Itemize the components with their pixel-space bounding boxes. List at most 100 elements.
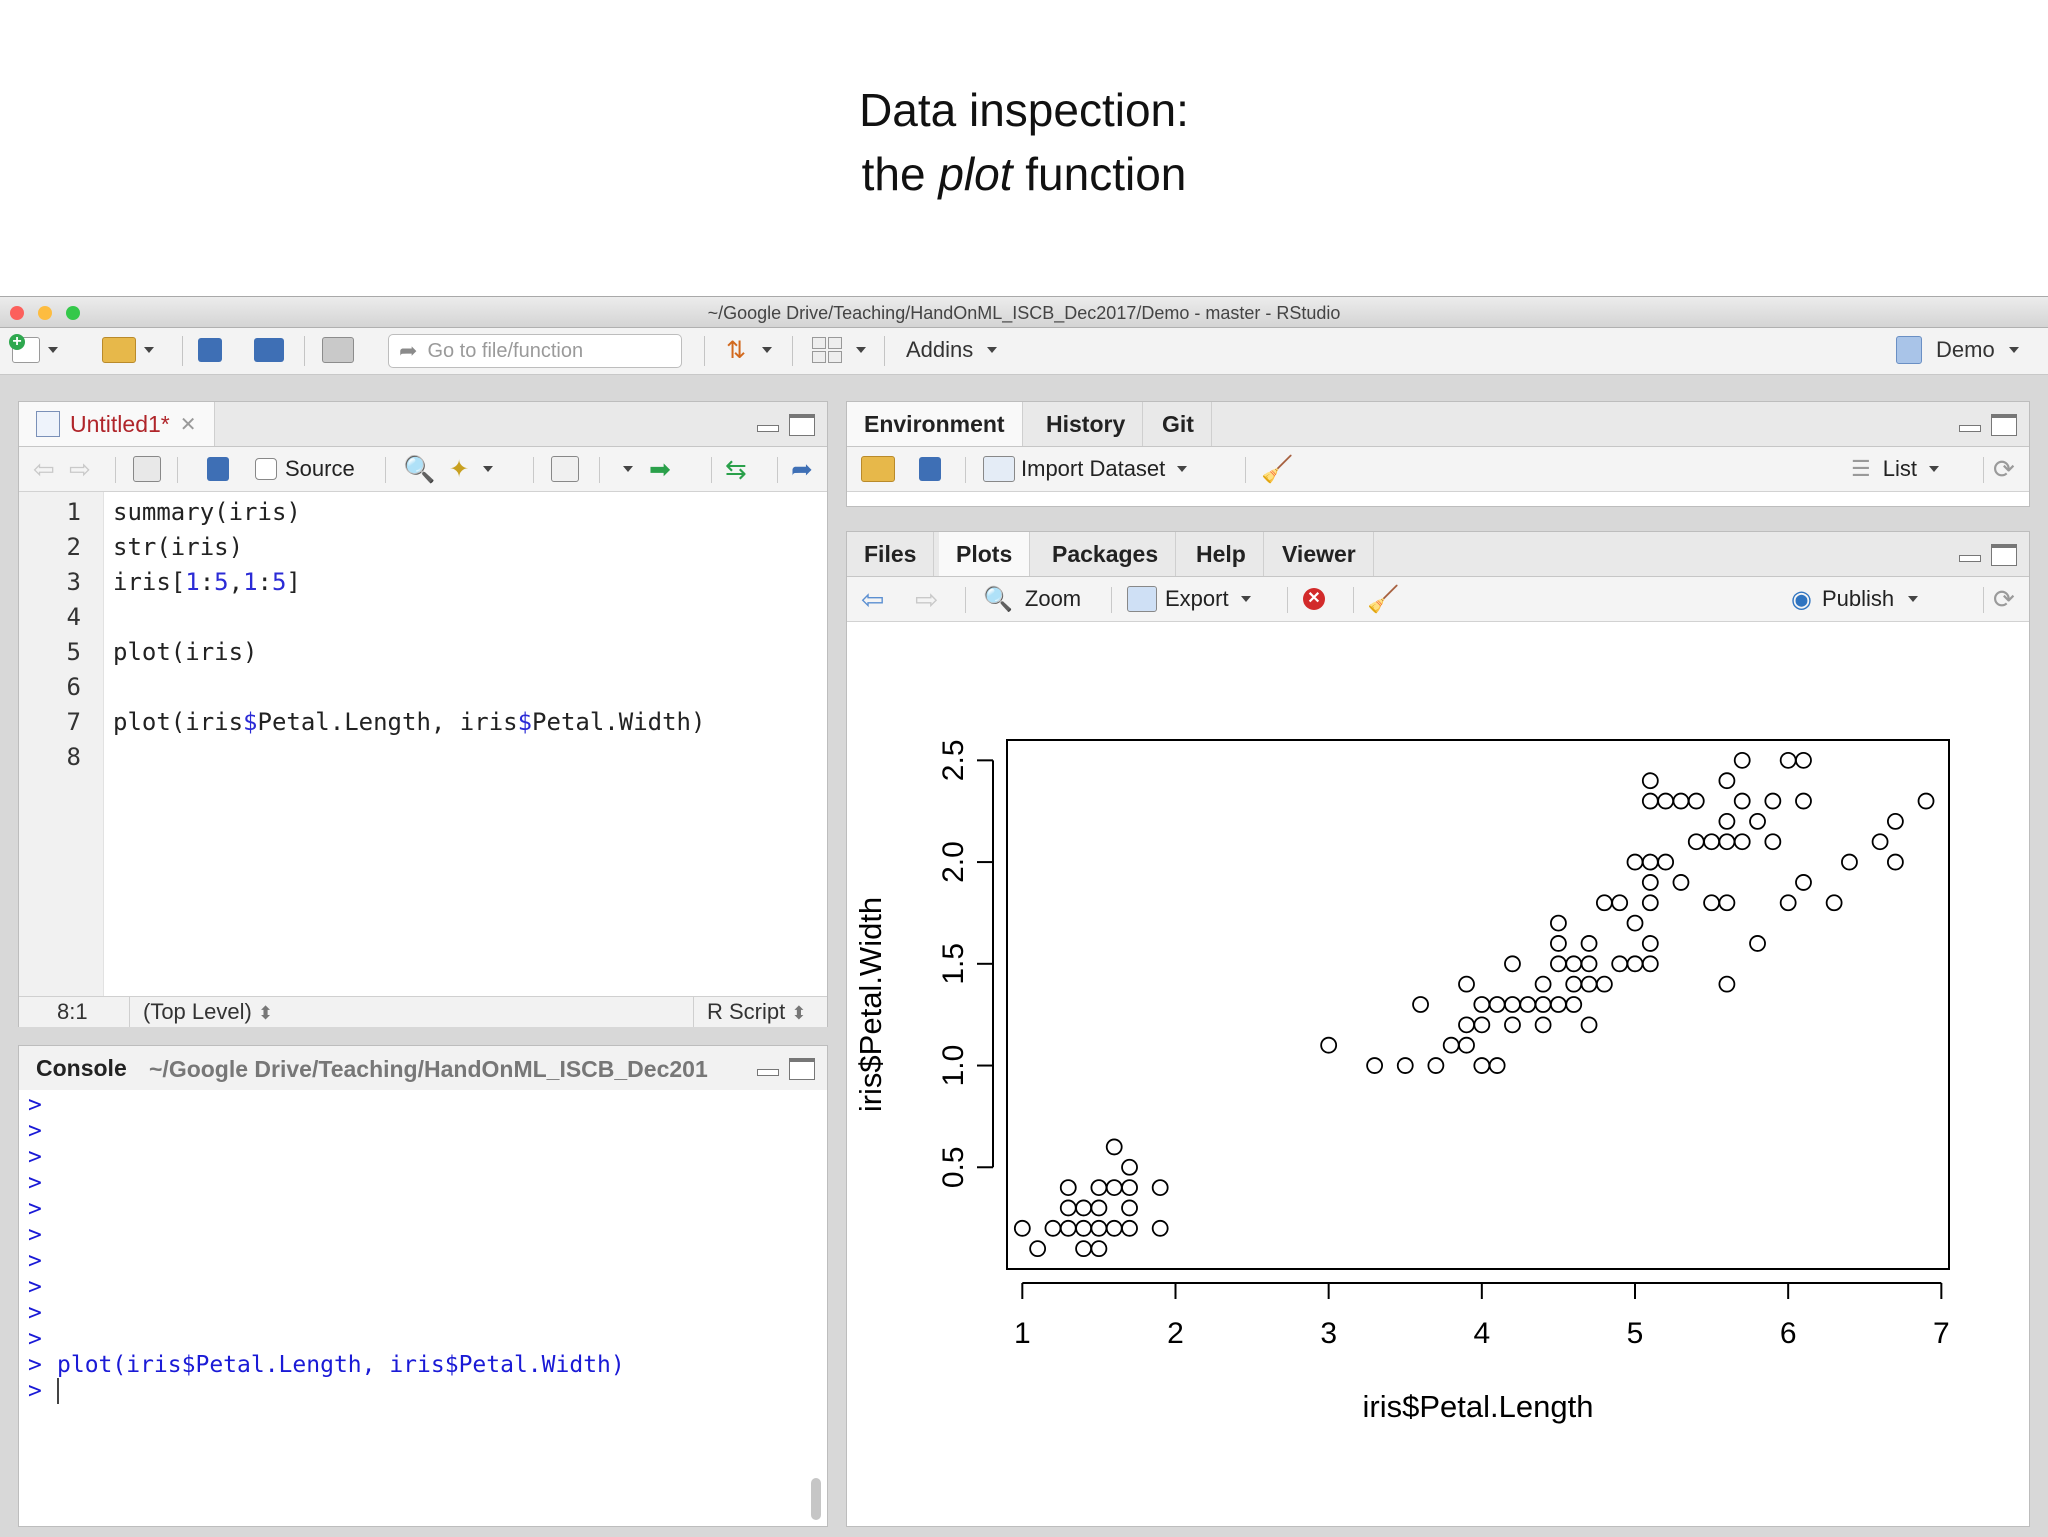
publish-menu[interactable]: ◉ Publish <box>1791 585 1919 613</box>
line-number: 8 <box>66 743 81 771</box>
search-icon[interactable]: 🔍 <box>403 453 436 484</box>
tab-help[interactable]: Help <box>1179 532 1264 576</box>
scatter-point <box>1733 833 1751 851</box>
console-prompt: > <box>28 1196 42 1222</box>
show-in-window-button[interactable] <box>133 455 161 483</box>
previous-plot-icon[interactable]: ⇦ <box>861 583 885 615</box>
refresh-icon[interactable]: ⟳ <box>1993 453 2015 484</box>
run-line-icon[interactable]: ➡ <box>649 453 671 484</box>
console-prompt: > <box>28 1222 42 1248</box>
workspace-panes-button[interactable] <box>812 336 866 364</box>
x-tick-label: 3 <box>1320 1317 1337 1350</box>
close-tab-icon[interactable]: ✕ <box>179 413 197 436</box>
folder-open-icon <box>102 337 136 363</box>
scatter-point <box>1565 975 1583 993</box>
code-tools-button[interactable]: ✦ <box>449 455 494 483</box>
forward-arrow-icon[interactable]: ⇨ <box>69 453 91 484</box>
scatter-point <box>1504 955 1521 973</box>
scatter-point <box>1013 1219 1031 1237</box>
environment-pane: Environment History Git Import Dataset 🧹… <box>846 401 2030 507</box>
tab-console[interactable]: Console <box>19 1046 144 1090</box>
back-arrow-icon[interactable]: ⇦ <box>33 453 55 484</box>
plots-pane: Files Plots Packages Help Viewer ⇦ ⇨ 🔍 Z… <box>846 531 2030 1527</box>
filetype-selector[interactable]: R Script ⬍ <box>707 999 806 1025</box>
console-cursor[interactable] <box>57 1378 59 1404</box>
scatter-point <box>1151 1219 1169 1237</box>
remove-plot-button[interactable]: ✕ <box>1303 585 1325 613</box>
title-text-pre: the <box>861 148 939 200</box>
tab-plots[interactable]: Plots <box>939 532 1031 576</box>
close-window-button[interactable] <box>10 306 24 320</box>
y-tick-label: 2.5 <box>937 739 970 781</box>
open-file-button[interactable] <box>102 336 154 364</box>
code-token: : <box>199 568 215 596</box>
code-token: 5 <box>214 568 229 596</box>
minimize-pane-button[interactable] <box>1957 544 1983 566</box>
x-tick-label: 6 <box>1780 1317 1797 1350</box>
new-file-button[interactable]: + <box>9 334 58 364</box>
minimize-pane-button[interactable] <box>755 414 781 436</box>
save-all-button[interactable] <box>254 336 284 364</box>
source-script-icon[interactable]: ➦ <box>791 453 813 484</box>
console-command: plot(iris$Petal.Length, iris$Petal.Width… <box>57 1352 625 1378</box>
save-button[interactable] <box>198 336 222 364</box>
refresh-plot-icon[interactable]: ⟳ <box>1993 583 2015 614</box>
scatter-point <box>1550 996 1567 1013</box>
scatter-point <box>1718 975 1736 993</box>
cursor-position: 8:1 <box>57 999 88 1024</box>
maximize-pane-button[interactable] <box>789 414 815 436</box>
tab-git[interactable]: Git <box>1145 402 1212 446</box>
minimize-pane-button[interactable] <box>755 1058 781 1080</box>
zoom-window-button[interactable] <box>66 306 80 320</box>
import-dataset-button[interactable]: Import Dataset <box>983 455 1188 483</box>
console-scrollbar[interactable] <box>811 1478 821 1520</box>
scatter-point <box>1917 792 1935 810</box>
run-options-button[interactable] <box>615 455 633 483</box>
updown-icon: ⬍ <box>257 1003 274 1023</box>
grid-icon <box>812 337 842 363</box>
tab-packages[interactable]: Packages <box>1035 532 1177 576</box>
x-tick-label: 7 <box>1933 1317 1950 1350</box>
maximize-pane-button[interactable] <box>1991 414 2017 436</box>
tab-viewer[interactable]: Viewer <box>1265 532 1374 576</box>
export-menu[interactable]: Export <box>1127 585 1251 613</box>
console-header: Console ~/Google Drive/Teaching/HandOnML… <box>19 1046 827 1091</box>
scatter-point <box>1151 1179 1169 1197</box>
maximize-pane-button[interactable] <box>789 1058 815 1080</box>
rerun-icon[interactable]: ⇆ <box>725 453 747 484</box>
clear-plots-icon[interactable]: 🧹 <box>1367 583 1400 614</box>
minimize-pane-button[interactable] <box>1957 414 1983 436</box>
compile-report-button[interactable] <box>551 455 579 483</box>
load-workspace-button[interactable] <box>861 455 895 483</box>
print-button[interactable] <box>322 336 354 364</box>
tab-environment[interactable]: Environment <box>847 402 1023 446</box>
scope-selector[interactable]: (Top Level) ⬍ <box>143 999 273 1025</box>
zoom-button[interactable]: 🔍 Zoom <box>983 585 1081 613</box>
new-file-icon: + <box>9 334 40 363</box>
view-mode-button[interactable]: ☰ List <box>1851 455 1939 483</box>
editor-save-button[interactable] <box>207 455 229 483</box>
scatter-point <box>1565 955 1583 973</box>
source-on-save-checkbox[interactable]: Source <box>255 455 355 483</box>
broom-icon[interactable]: 🧹 <box>1261 453 1294 484</box>
git-button[interactable]: ⇅ <box>726 336 773 364</box>
maximize-pane-button[interactable] <box>1991 544 2017 566</box>
code-token: : <box>257 568 272 596</box>
goto-file-input[interactable]: ➦ Go to file/function <box>388 334 682 368</box>
addins-menu[interactable]: Addins <box>906 336 998 364</box>
minimize-window-button[interactable] <box>38 306 52 320</box>
save-workspace-button[interactable] <box>919 455 941 483</box>
tab-untitled1[interactable]: Untitled1* ✕ <box>19 402 215 446</box>
addins-label: Addins <box>906 337 974 362</box>
tab-files[interactable]: Files <box>847 532 935 576</box>
next-plot-icon[interactable]: ⇨ <box>915 583 939 615</box>
console-output[interactable]: > > > > > > > > > > > plot(iris$Petal.Length, iris$… <box>19 1090 827 1526</box>
main-toolbar: + ➦ Go to file/function ⇅ Addins <box>0 328 2048 375</box>
plots-window-controls <box>1957 544 2017 566</box>
editor-statusbar: 8:1 (Top Level) ⬍ R Script ⬍ <box>19 996 827 1027</box>
scatter-point <box>1105 1219 1123 1237</box>
tab-history[interactable]: History <box>1029 402 1144 446</box>
scatter-point <box>1550 914 1567 932</box>
project-menu[interactable]: Demo <box>1896 336 2019 364</box>
